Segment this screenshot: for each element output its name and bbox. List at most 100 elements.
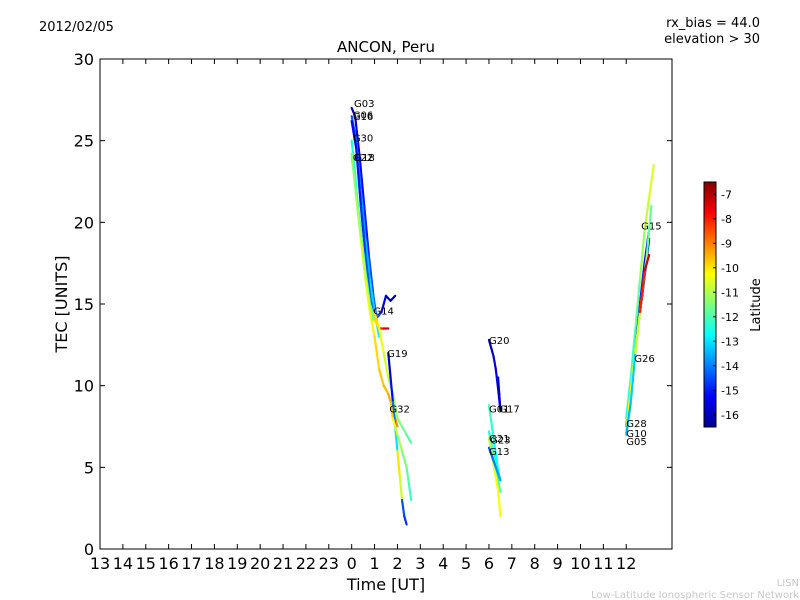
series-segment	[492, 436, 497, 456]
series-segment	[494, 466, 500, 475]
series-segment	[382, 351, 390, 379]
series-G13	[487, 446, 502, 482]
y-tick-label: 10	[74, 377, 94, 396]
series-segment	[355, 147, 362, 208]
series-G17	[497, 376, 502, 412]
series-segment	[391, 392, 399, 420]
series-segment	[389, 294, 397, 302]
colorbar-tick-label: -13	[721, 335, 739, 348]
series-label-G22: G22	[353, 153, 373, 164]
series-label-G01: G01	[489, 405, 509, 416]
series-segment	[359, 237, 367, 281]
x-tick-label: 20	[250, 554, 270, 573]
series-segment	[638, 270, 646, 314]
series-segment	[373, 335, 381, 371]
series-segment	[490, 453, 495, 462]
series-segment	[350, 106, 357, 118]
plot-area: G03G06G16G30G22G18G14G19G32G20G01G17G21G…	[350, 99, 662, 526]
series-segment	[364, 237, 372, 281]
x-tick-label: 1	[369, 554, 379, 573]
series-G19	[387, 351, 408, 526]
series-label-G28: G28	[626, 419, 646, 430]
series-segment	[368, 278, 376, 314]
y-axis-label: TEC [UNITS]	[52, 256, 71, 354]
colorbar: -7 -8 -9 -10 -11 -12 -13 -14 -15 -16 Latitude	[703, 181, 764, 428]
series-segment	[634, 278, 642, 330]
series-segment	[394, 425, 399, 436]
y-axis: 0 5 10 15 20 25 30	[74, 50, 672, 559]
series-segment	[368, 302, 376, 322]
y-tick-label: 0	[84, 540, 94, 559]
series-segment	[387, 351, 392, 379]
series-segment	[490, 347, 495, 358]
x-tick-label: 7	[507, 554, 517, 573]
x-tick-label: 4	[438, 554, 448, 573]
series-segment	[358, 155, 366, 208]
series-label-G16: G16	[353, 112, 373, 123]
series-segment	[487, 446, 493, 456]
colorbar-tick-label: -11	[721, 286, 739, 299]
series-segment	[643, 253, 651, 273]
series-G16	[350, 119, 397, 322]
series-segment	[492, 459, 497, 469]
series-segment	[380, 294, 388, 314]
colorbar-tick-label: -16	[721, 409, 739, 422]
series-segment	[389, 376, 394, 404]
series-segment	[389, 400, 394, 420]
series-segment	[355, 196, 362, 240]
x-tick-label: 12	[616, 554, 636, 573]
series-segment	[498, 392, 502, 412]
series-label-G19: G19	[387, 349, 407, 360]
x-tick-label: 16	[158, 554, 178, 573]
series-G32	[389, 400, 413, 502]
series-G28	[625, 164, 655, 420]
series-segment	[350, 139, 357, 175]
colorbar-tick-label: -8	[721, 213, 732, 226]
series-labels: G03G06G16G30G22G18G14G19G32G20G01G17G21G…	[353, 99, 662, 458]
series-segment	[492, 355, 497, 371]
colorbar-tick-label: -9	[721, 237, 732, 250]
footer-org-full: Low-Latitude Ionospheric Sensor Network	[591, 590, 799, 600]
series-segment	[384, 294, 392, 302]
colorbar-tick-label: -10	[721, 262, 739, 275]
colorbar-tick-label: -15	[721, 384, 739, 397]
series-label-G06: G06	[353, 111, 373, 122]
x-tick-label: 19	[227, 554, 247, 573]
series-segment	[405, 466, 410, 485]
series-label-G15: G15	[641, 222, 661, 233]
x-tick-label: 5	[461, 554, 471, 573]
series-segment	[487, 338, 493, 350]
series-segment	[350, 119, 358, 150]
series-segment	[487, 430, 493, 444]
x-tick-label: 15	[136, 554, 156, 573]
footer-org: LISN	[777, 578, 799, 589]
x-tick-label: 17	[181, 554, 201, 573]
series-segment	[407, 482, 413, 502]
series-segment	[364, 253, 372, 297]
series-G18	[350, 152, 399, 428]
elevation-label: elevation > 30	[664, 32, 760, 47]
series-segment	[490, 420, 495, 440]
series-segment	[492, 462, 497, 479]
series-G03	[350, 106, 378, 322]
series-label-G21: G21	[489, 434, 509, 445]
colorbar-tick-label: -7	[721, 188, 732, 201]
series-layer	[350, 106, 655, 526]
series-label-G20: G20	[489, 336, 509, 347]
x-tick-label: 22	[296, 554, 316, 573]
series-segment	[359, 204, 367, 257]
x-tick-label: 9	[553, 554, 563, 573]
series-segment	[497, 376, 501, 395]
series-label-G10: G10	[626, 429, 646, 440]
series-segment	[625, 400, 632, 436]
y-tick-label: 20	[74, 213, 94, 232]
series-label-G26: G26	[634, 354, 654, 365]
series-segment	[364, 278, 372, 314]
date-label: 2012/02/05	[39, 20, 114, 35]
series-segment	[396, 433, 404, 453]
series-segment	[497, 479, 502, 493]
series-label-G17: G17	[499, 405, 519, 416]
colorbar-tick-label: -14	[721, 360, 739, 373]
